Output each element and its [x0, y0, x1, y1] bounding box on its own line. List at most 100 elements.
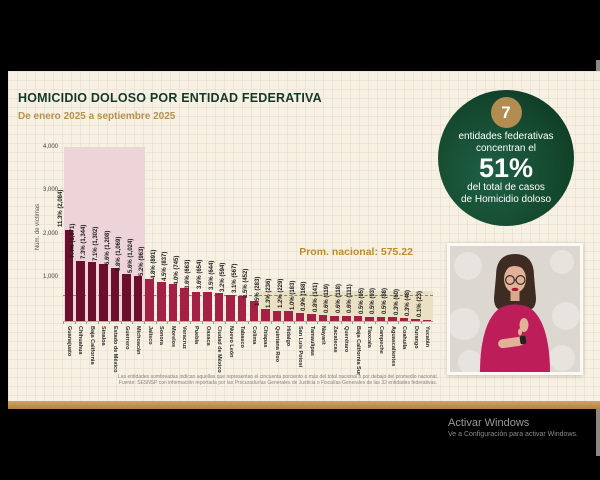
page-subtitle: De enero 2025 a septiembre 2025: [18, 111, 176, 122]
x-axis-tick: [328, 322, 330, 324]
bar-value-label: 0.8% (141): [312, 282, 319, 312]
x-axis-tick: [248, 322, 249, 324]
x-axis-tick: [386, 322, 388, 324]
bar-value-label: 0.5% (95): [358, 287, 365, 314]
bar: [226, 295, 235, 321]
x-axis-label: San Luis Potosí: [297, 326, 303, 368]
x-axis-label: Chiapas: [262, 326, 269, 348]
bar: [272, 311, 282, 321]
bar-value-label: 0.1% (23): [416, 290, 423, 317]
x-axis-tick: [363, 322, 365, 324]
x-axis-tick: [155, 322, 157, 324]
x-axis-label: Puebla: [192, 326, 199, 345]
x-axis-label: Guerrero: [123, 326, 130, 350]
bar: [133, 276, 143, 321]
x-axis-tick: [74, 322, 76, 324]
x-axis-label: Michoacán: [135, 326, 142, 355]
bar: [330, 316, 339, 321]
bar-value-label: 3.6% (663): [185, 259, 192, 289]
x-axis-tick: [421, 322, 423, 324]
x-axis-label: Durango: [412, 326, 419, 349]
bar: [365, 317, 374, 321]
x-axis-label: Jalisco: [146, 326, 153, 345]
sign-language-interpreter-video: [447, 243, 583, 375]
bar: [99, 264, 108, 321]
bar: [237, 296, 247, 321]
bar-value-label: 0.6% (119): [324, 283, 331, 313]
chart-plot-area: 11.3% (2,084) Guanajuato 7.4% (1,371) Chihu…: [58, 145, 433, 375]
x-axis-label: Sinaloa: [100, 326, 107, 346]
bar: [64, 230, 73, 321]
x-axis-tick: [143, 322, 145, 324]
bar: [376, 317, 386, 321]
x-axis-tick: [271, 322, 273, 324]
x-axis-tick: [97, 322, 99, 324]
badge-text-line-3: del total de casos: [467, 182, 545, 193]
page-title: HOMICIDIO DOLOSO POR ENTIDAD FEDERATIVA: [18, 91, 322, 105]
bar: [318, 315, 328, 321]
bar-value-label: 0.9% (168): [301, 281, 308, 311]
x-axis-label: Hidalgo: [285, 326, 292, 347]
bar: [399, 318, 409, 321]
x-axis-label: Colima: [250, 326, 257, 345]
y-axis-tick-label: 1,000: [42, 274, 58, 281]
bar-value-label: 0.3% (60): [393, 288, 400, 315]
bar: [168, 284, 178, 321]
x-axis-tick: [398, 322, 400, 324]
bar: [214, 293, 224, 321]
x-axis-tick: [190, 322, 192, 324]
badge-number: 7: [501, 102, 511, 122]
bar: [342, 316, 351, 321]
bar: [353, 316, 363, 321]
windows-activation-watermark: Activar Windows Ve a Configuración para …: [448, 417, 578, 438]
x-axis-tick: [294, 322, 296, 324]
bar-value-label: 7.4% (1,371): [69, 223, 76, 258]
x-axis-tick: [109, 322, 111, 324]
x-axis-tick: [305, 322, 307, 324]
bar: [191, 292, 201, 321]
bar-value-label: 0.5% (93): [370, 287, 377, 314]
x-axis-label: Querétaro: [343, 326, 350, 353]
x-axis-label: Oaxaca: [204, 326, 211, 346]
x-axis-tick: [259, 322, 261, 324]
x-axis-label: Baja California Sur: [354, 326, 361, 376]
bar: [122, 274, 131, 321]
x-axis-label: Ciudad de México: [216, 326, 223, 373]
bar-value-label: 1.2% (229): [277, 278, 284, 308]
statistic-badge: 7 entidades federativas concentran el 51…: [438, 90, 574, 226]
footnote-line-1: Las entidades sombreadas indican aquella…: [118, 374, 438, 380]
slide-footer-gold-bar: [8, 401, 600, 409]
bar: [87, 262, 97, 321]
badge-text-line-4: de Homicidio doloso: [460, 193, 552, 205]
interpreter-illustration: [450, 246, 580, 372]
badge-text-line-2: concentran el: [475, 142, 537, 154]
x-axis-label: Nayarit: [320, 326, 327, 345]
bar: [261, 309, 270, 321]
x-axis-label: Aguascalientes: [389, 326, 396, 367]
x-axis-tick: [375, 322, 377, 324]
y-axis-title: Núm. de víctimas: [35, 203, 41, 251]
bar-value-label: 1.0% (183): [289, 280, 296, 310]
x-axis-tick: [201, 322, 203, 324]
y-axis-tick-label: 2,000: [42, 230, 58, 237]
x-axis-tick: [132, 322, 134, 324]
footnote-line-2: Fuente: SESNSP con información reportada…: [118, 380, 438, 386]
y-axis-tick-label: 3,000: [42, 187, 58, 194]
bar-value-label: 3.1% (567): [231, 263, 238, 293]
badge-text-line-1: entidades federativas: [458, 131, 554, 142]
bar-value-label: 6.6% (1,208): [104, 230, 111, 265]
bar-value-label: 3.5% (644): [208, 260, 215, 290]
presentation-slide: HOMICIDIO DOLOSO POR ENTIDAD FEDERATIVA …: [8, 71, 600, 409]
watermark-subtitle: Ve a Configuración para activar Windows.: [448, 431, 578, 438]
bar-value-label: 2.5% (452): [243, 268, 250, 298]
bar: [284, 311, 293, 321]
x-axis-label: Sonora: [158, 326, 165, 345]
bar-value-label: 5.2% (963): [139, 246, 146, 276]
bar-value-label: 0.3% (48): [405, 289, 412, 316]
bar-value-label: 4.0% (745): [173, 255, 180, 285]
national-average-dashed-line: [63, 295, 433, 296]
x-axis-label: Tamaulipas: [308, 326, 315, 356]
x-axis-label: Quintana Roo: [273, 326, 280, 363]
x-axis-label: Veracruz: [181, 326, 188, 349]
